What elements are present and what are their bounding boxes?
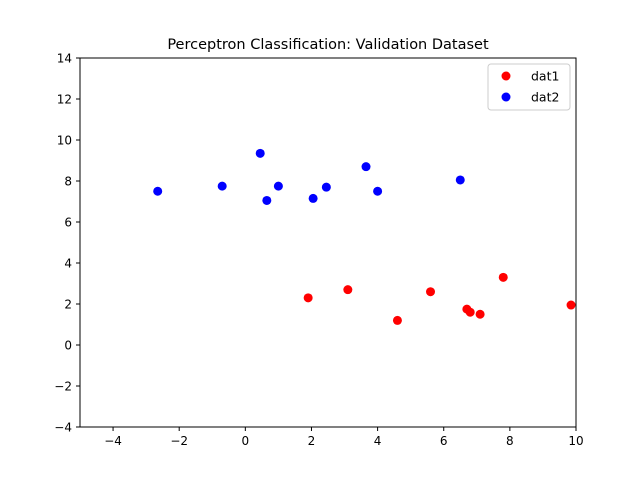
chart-title: Perceptron Classification: Validation Da… — [167, 37, 489, 53]
plot-frame — [79, 57, 577, 428]
data-points — [153, 148, 576, 325]
x-tick-label: 10 — [568, 434, 583, 448]
point-dat1-7 — [498, 272, 508, 282]
point-dat2-4 — [273, 181, 283, 191]
point-dat1-2 — [392, 315, 402, 325]
point-dat2-6 — [321, 182, 331, 192]
y-tick-label: 12 — [57, 93, 72, 107]
point-dat1-1 — [343, 285, 353, 295]
point-dat2-3 — [262, 195, 272, 205]
x-tick-label: 4 — [374, 434, 382, 448]
point-dat2-5 — [308, 193, 318, 203]
x-tick-label: 6 — [440, 434, 448, 448]
point-dat2-1 — [217, 181, 227, 191]
point-dat1-3 — [426, 287, 436, 297]
y-tick-label: 10 — [57, 134, 72, 148]
x-tick-label: 8 — [506, 434, 514, 448]
y-axis: −4 −2 0 2 4 6 8 10 12 14 — [54, 52, 80, 435]
x-axis: −4 −2 0 2 4 6 8 10 — [104, 427, 584, 448]
y-tick-label: 14 — [57, 52, 72, 66]
y-tick-label: 4 — [64, 257, 72, 271]
y-tick-label: 6 — [64, 216, 72, 230]
y-tick-label: 2 — [64, 298, 72, 312]
plot-area — [80, 58, 576, 427]
x-tick-label: −4 — [104, 434, 122, 448]
point-dat1-6 — [475, 309, 485, 319]
legend-label-dat1: dat1 — [531, 69, 559, 84]
legend-label-dat2: dat2 — [531, 90, 559, 105]
y-tick-label: 0 — [64, 339, 72, 353]
x-tick-label: 0 — [242, 434, 250, 448]
point-dat1-5 — [465, 307, 475, 317]
point-dat2-7 — [361, 162, 371, 172]
point-dat2-8 — [373, 186, 383, 196]
legend-marker-dat2 — [501, 92, 511, 102]
point-dat1-8 — [566, 300, 576, 310]
y-tick-label: 8 — [64, 175, 72, 189]
x-tick-label: 2 — [308, 434, 316, 448]
point-dat1-0 — [303, 293, 313, 303]
x-tick-label: −2 — [170, 434, 188, 448]
point-dat2-2 — [255, 148, 265, 158]
y-tick-label: −4 — [54, 421, 72, 435]
point-dat2-0 — [153, 186, 163, 196]
point-dat2-9 — [455, 175, 465, 185]
legend: dat1 dat2 — [487, 63, 571, 111]
y-tick-label: −2 — [54, 380, 72, 394]
legend-marker-dat1 — [501, 71, 511, 81]
